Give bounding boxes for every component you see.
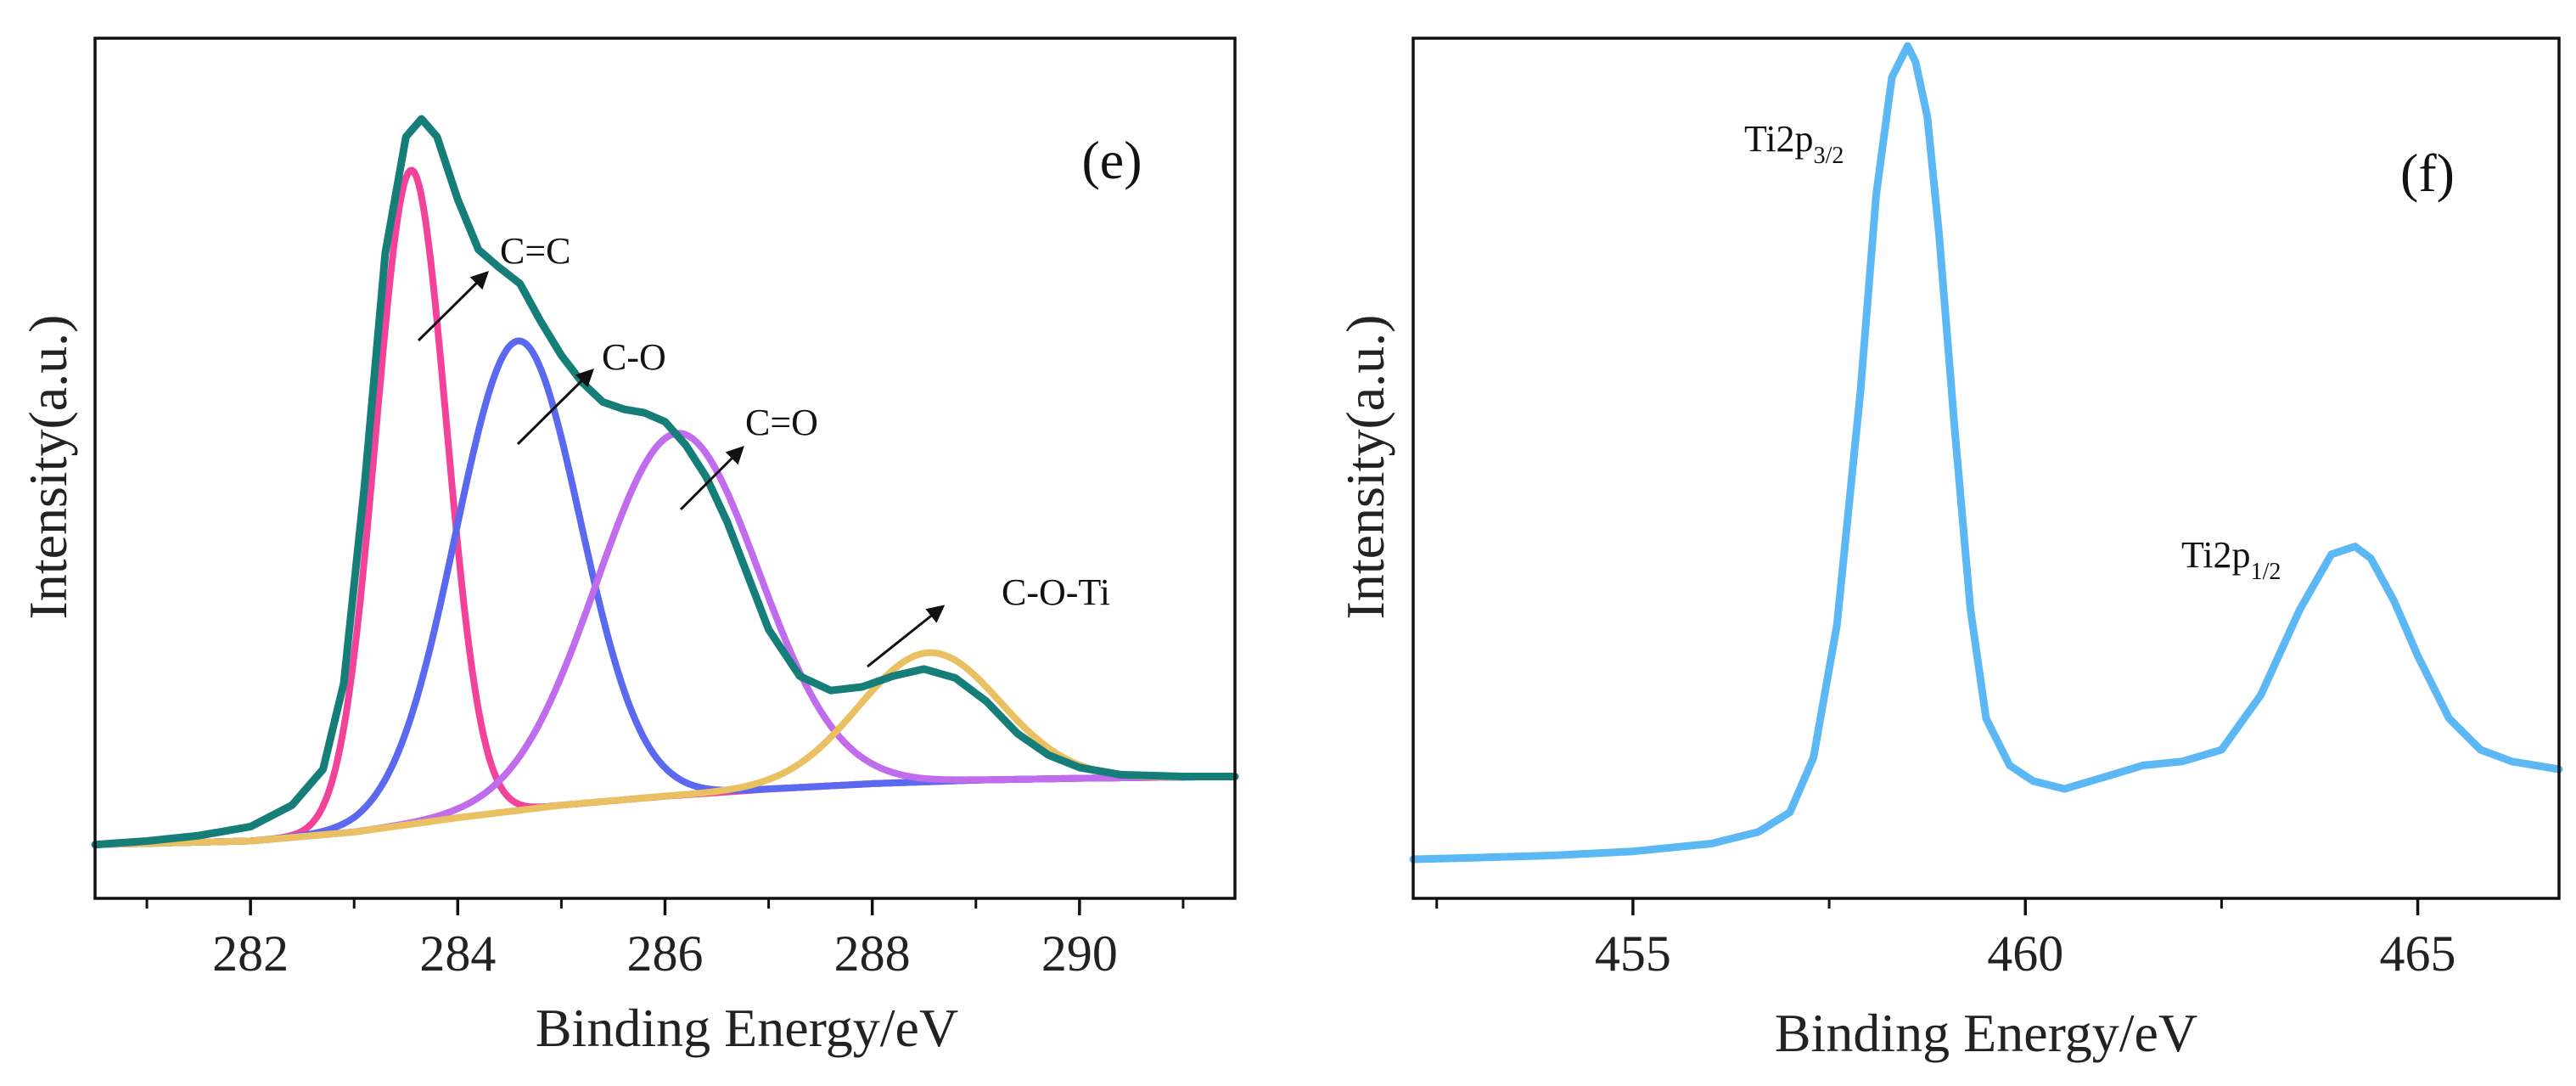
f-y-axis-title: Intensity(a.u.) — [1335, 315, 1395, 620]
e-x-tick-label-286: 286 — [627, 926, 704, 982]
f-label-ti2p-3-2-sub: 3/2 — [1814, 143, 1844, 169]
e-arrow-c-o-ti — [867, 605, 946, 668]
e-series-c=o — [92, 430, 1238, 848]
f-label-ti2p-3-2: Ti2p3/2 — [1744, 118, 1844, 169]
f-plot-area — [1409, 42, 2563, 864]
e-series-background — [92, 773, 1238, 848]
f-label-ti2p-1-2-main: Ti2p — [2181, 534, 2251, 576]
f-frame — [1411, 37, 2561, 900]
e-series-envelope — [91, 115, 1239, 849]
e-x-tick-label-288: 288 — [834, 926, 911, 982]
e-x-tick-label-284: 284 — [419, 926, 496, 982]
panel-e: 282 284 286 288 290 (e) C=C C-O C=O C-O-Ti B… — [18, 37, 1239, 1058]
e-panel-label: (e) — [1081, 130, 1142, 190]
f-label-ti2p-1-2: Ti2p1/2 — [2181, 534, 2281, 585]
panel-f: 455 460 465 (f) Ti2p3/2 Ti2p1/2 Binding En… — [1335, 37, 2563, 1063]
e-arrow-c=o — [679, 446, 744, 511]
f-panel-label: (f) — [2400, 143, 2455, 203]
e-series-c=c — [92, 166, 1238, 848]
f-x-ticks: 455 460 465 — [1435, 898, 2456, 982]
e-x-tick-label-290: 290 — [1041, 926, 1118, 982]
e-annotation-c=o: C=O — [679, 402, 818, 511]
f-series-ti2p — [1409, 42, 2563, 864]
e-annotation-c-o: C-O — [516, 336, 666, 446]
f-x-tick-label-455: 455 — [1595, 926, 1671, 982]
f-label-ti2p-3-2-main: Ti2p — [1744, 118, 1814, 160]
e-arrow-c-o — [516, 369, 594, 446]
e-x-tick-label-282: 282 — [212, 926, 289, 982]
e-annotation-c-o-ti: C-O-Ti — [867, 571, 1110, 668]
e-annotation-c=c: C=C — [417, 230, 571, 342]
e-plot-area — [91, 115, 1239, 849]
e-arrow-c=c — [417, 271, 489, 342]
e-label-c=o: C=O — [745, 402, 818, 443]
e-label-c=c: C=C — [500, 230, 571, 272]
f-label-ti2p-1-2-sub: 1/2 — [2251, 559, 2281, 585]
e-label-c-o-ti: C-O-Ti — [1002, 571, 1110, 613]
f-x-tick-label-465: 465 — [2380, 926, 2456, 982]
e-x-ticks: 282 284 286 288 290 — [145, 898, 1185, 982]
e-label-c-o: C-O — [602, 336, 666, 378]
f-x-tick-label-460: 460 — [1987, 926, 2063, 982]
e-y-axis-title: Intensity(a.u.) — [18, 315, 78, 620]
e-x-axis-title: Binding Energy/eV — [536, 998, 958, 1058]
e-series-c-o-ti — [92, 649, 1238, 848]
f-x-axis-title: Binding Energy/eV — [1775, 1003, 2197, 1063]
